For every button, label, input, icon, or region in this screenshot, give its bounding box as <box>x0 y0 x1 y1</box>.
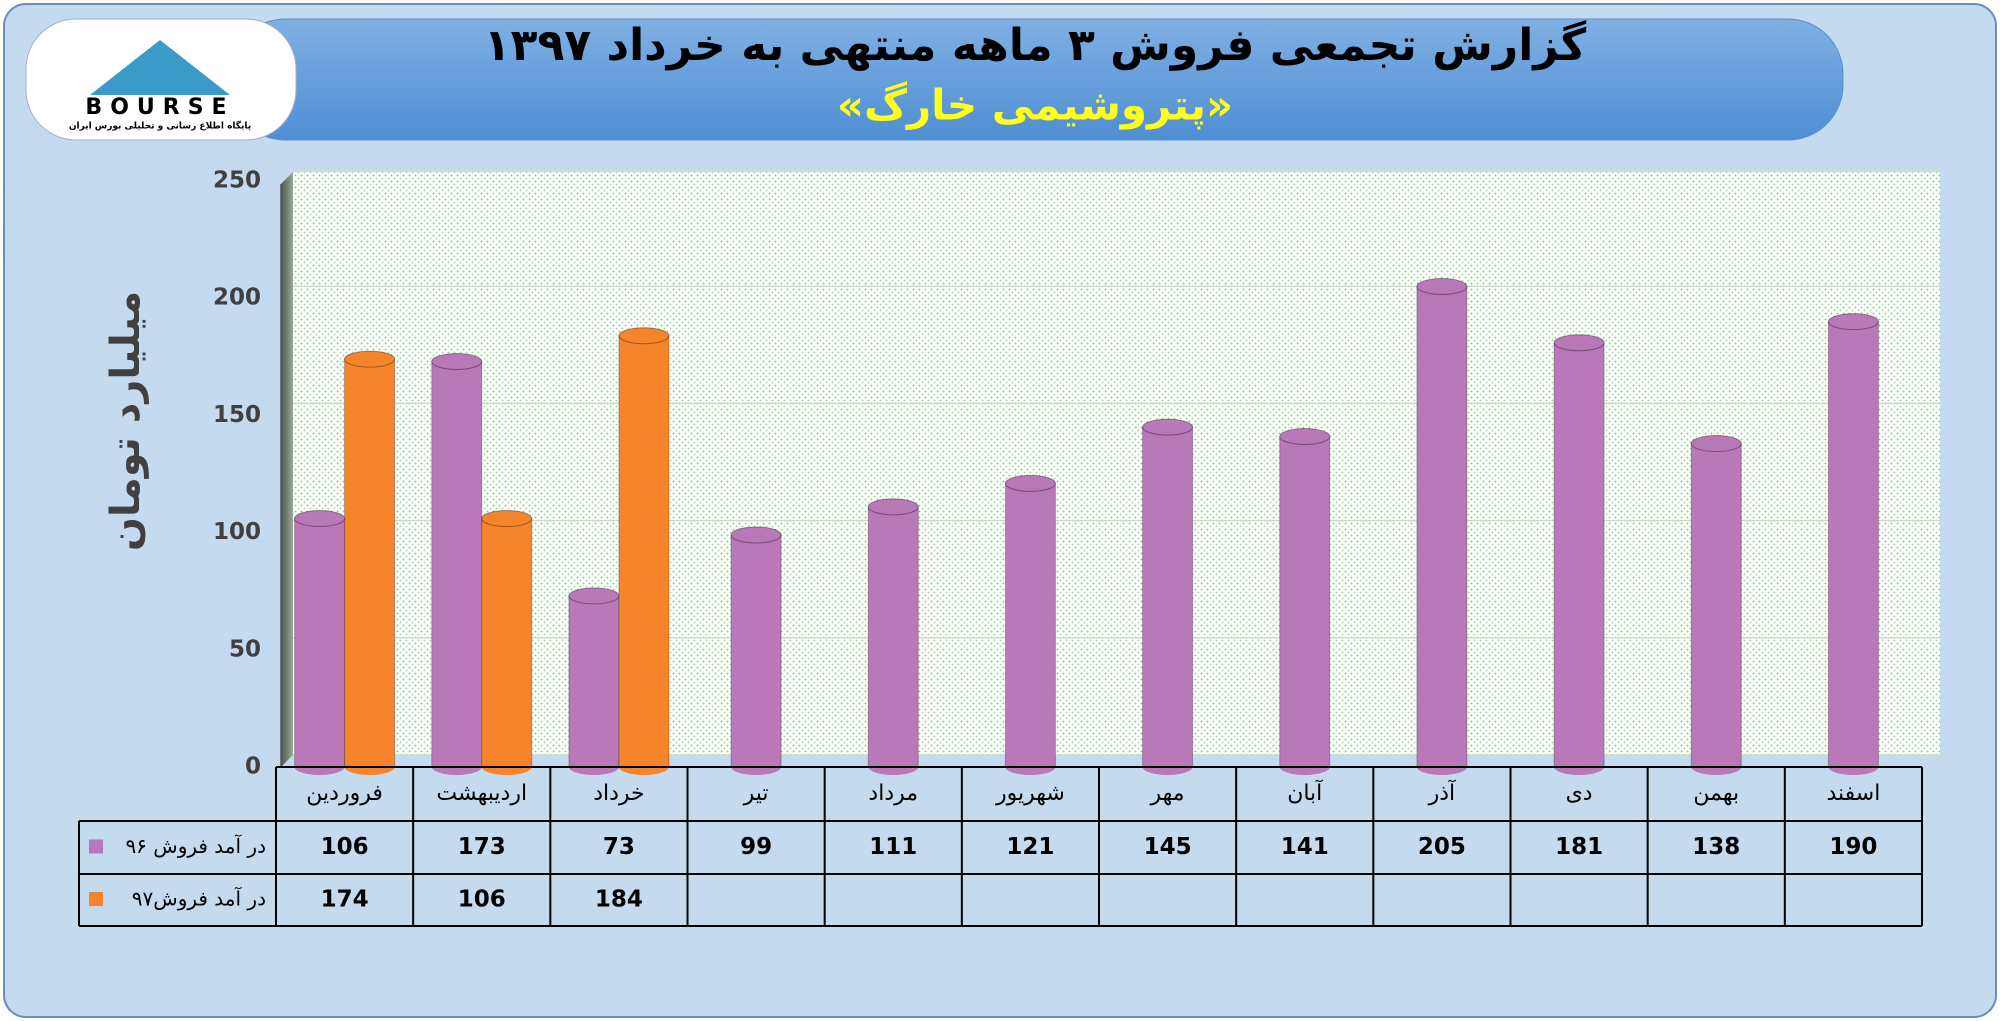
table-value: 106 <box>458 887 506 913</box>
plot-wall <box>281 172 293 767</box>
bar-top <box>568 587 620 605</box>
table-value: 174 <box>321 887 369 913</box>
table-value: 141 <box>1281 834 1329 860</box>
bar <box>344 358 396 768</box>
table-value: 190 <box>1829 834 1877 860</box>
bar-top <box>431 352 483 370</box>
bar <box>1142 426 1194 768</box>
bar <box>867 506 919 768</box>
y-tick-label: 200 <box>213 285 261 311</box>
plot-area <box>293 172 1940 755</box>
bar <box>1827 321 1879 768</box>
x-tick-label: فروردین <box>306 781 383 806</box>
bar-top <box>1416 277 1468 295</box>
logo-icon <box>90 40 230 95</box>
y-tick-label: 0 <box>245 754 261 780</box>
legend-swatch <box>89 839 103 854</box>
table-value: 111 <box>869 834 917 860</box>
table-value: 173 <box>458 834 506 860</box>
bar <box>294 518 346 768</box>
bar <box>568 595 620 768</box>
x-tick-label: اردیبهشت <box>436 781 527 806</box>
bar-top <box>730 526 782 544</box>
bar <box>431 360 483 768</box>
bar <box>1004 482 1056 768</box>
x-tick-label: مهر <box>1150 781 1185 806</box>
table-value: 145 <box>1144 834 1192 860</box>
bar-top <box>618 327 670 345</box>
chart-title: گزارش تجمعی فروش ۳ ماهه منتهی به خرداد ۱… <box>484 19 1587 71</box>
x-tick-label: آذر <box>1428 779 1456 806</box>
table-value: 106 <box>321 834 369 860</box>
x-tick-label: شهریور <box>995 781 1065 806</box>
legend-label: در آمد فروش۹۷ <box>132 886 266 911</box>
table-value: 205 <box>1418 834 1466 860</box>
bar-top <box>1553 334 1605 352</box>
table-value: 73 <box>603 834 635 860</box>
y-tick-label: 250 <box>213 168 261 194</box>
bar-top <box>1142 418 1194 436</box>
bar-top <box>1690 435 1742 453</box>
bar-top <box>1827 313 1879 331</box>
legend-swatch <box>89 892 103 906</box>
bar <box>1416 285 1468 768</box>
chart-subtitle: «پتروشیمی خارگ» <box>837 81 1233 131</box>
table-value: 99 <box>740 834 772 860</box>
y-tick-label: 50 <box>229 636 261 662</box>
y-axis-label: میلیارد تومان <box>103 291 149 551</box>
bar <box>1279 435 1331 768</box>
bar <box>1690 443 1742 768</box>
bar-top <box>1004 474 1056 492</box>
bar <box>618 335 670 768</box>
legend-label: در آمد فروش ۹۶ <box>125 833 266 858</box>
bar <box>1553 342 1605 768</box>
table-value: 181 <box>1555 834 1603 860</box>
logo-subtitle: پایگاه اطلاع رسانی و تحلیلی بورس ایران <box>69 120 251 132</box>
logo-text: BOURSE <box>85 95 234 120</box>
x-tick-label: تیر <box>743 781 769 806</box>
x-tick-label: خرداد <box>593 781 644 806</box>
y-tick-label: 100 <box>213 519 261 545</box>
bar <box>481 518 533 768</box>
table-value: 138 <box>1692 834 1740 860</box>
table-value: 121 <box>1006 834 1054 860</box>
y-tick-label: 150 <box>213 402 261 428</box>
bar <box>730 534 782 768</box>
bar-top <box>1279 427 1331 445</box>
bar-top <box>344 350 396 368</box>
bar-top <box>867 498 919 516</box>
x-tick-label: مرداد <box>868 781 918 806</box>
x-tick-label: آبان <box>1287 779 1323 806</box>
table-value: 184 <box>595 887 643 913</box>
bar-top <box>294 510 346 528</box>
bar-top <box>481 510 533 528</box>
x-tick-label: اسفند <box>1826 781 1880 806</box>
x-tick-label: بهمن <box>1693 781 1739 806</box>
x-tick-label: دی <box>1566 781 1593 806</box>
